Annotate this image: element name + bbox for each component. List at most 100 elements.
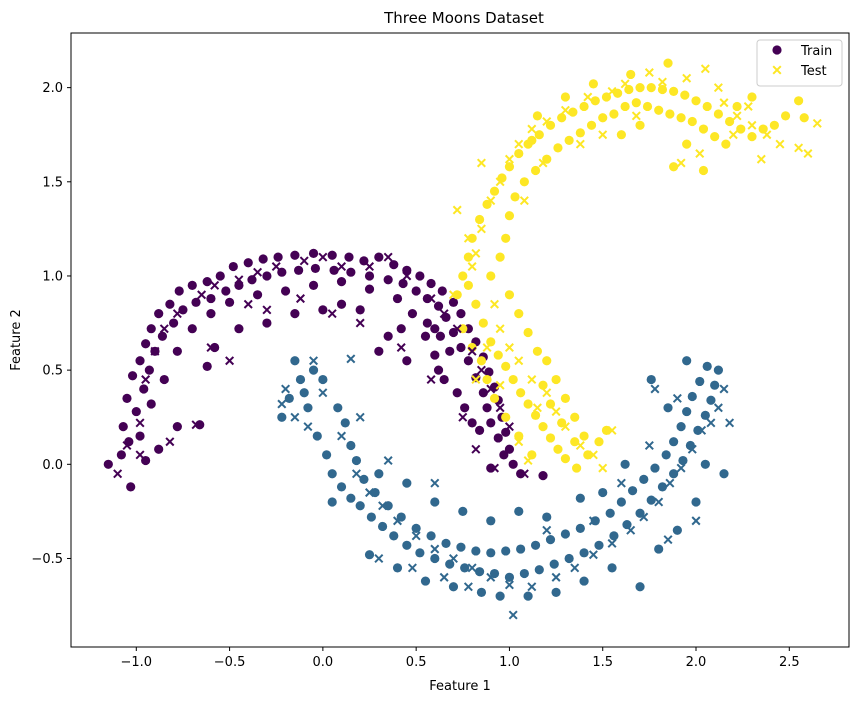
test-point <box>706 418 716 428</box>
test-point <box>756 154 766 164</box>
train-point <box>471 546 481 556</box>
train-point <box>290 356 300 366</box>
test-point <box>271 262 281 272</box>
test-point <box>471 375 481 385</box>
train-point <box>346 267 356 277</box>
test-point <box>542 388 552 398</box>
train-point <box>706 395 716 405</box>
train-point <box>609 531 619 541</box>
train-point <box>736 124 746 134</box>
train-point <box>624 84 634 95</box>
test-point <box>644 68 654 78</box>
test-point <box>243 299 253 309</box>
test-point <box>514 437 524 447</box>
test-point <box>378 501 388 511</box>
test-point <box>588 516 598 526</box>
test-point <box>206 343 216 353</box>
train-point <box>682 356 692 366</box>
train-point <box>579 101 589 112</box>
test-point <box>504 343 514 353</box>
train-point <box>620 101 630 112</box>
y-tick-label: 0.5 <box>42 364 63 379</box>
train-point <box>435 331 446 341</box>
test-point <box>476 365 486 375</box>
test-point <box>700 64 710 74</box>
train-point <box>501 412 511 422</box>
test-point <box>697 425 707 435</box>
train-point <box>799 113 809 123</box>
train-point <box>579 576 589 586</box>
test-point <box>448 553 458 563</box>
test-point <box>374 553 384 563</box>
test-point <box>402 271 412 281</box>
train-point <box>598 113 608 123</box>
test-point <box>113 469 123 479</box>
train-point <box>456 542 466 552</box>
test-point <box>570 563 580 573</box>
test-point <box>172 309 182 319</box>
y-tick-label: 0.0 <box>42 458 63 473</box>
test-point <box>426 294 436 304</box>
train-point <box>620 459 630 469</box>
test-point <box>747 120 757 130</box>
train-point <box>626 69 636 80</box>
train-point <box>284 393 294 403</box>
train-point <box>202 277 212 287</box>
train-point <box>627 486 638 496</box>
test-point <box>365 262 375 272</box>
train-point <box>698 124 709 134</box>
train-point <box>389 260 399 270</box>
test-point <box>159 324 169 334</box>
train-point <box>135 356 145 366</box>
train-point <box>560 454 571 464</box>
test-point <box>490 299 500 309</box>
test-point <box>725 418 735 428</box>
test-point <box>482 343 492 353</box>
y-tick-label: 1.0 <box>42 269 63 284</box>
train-point <box>460 403 470 413</box>
test-point <box>467 262 477 272</box>
train-point <box>669 162 679 172</box>
train-point <box>482 403 492 413</box>
train-point <box>294 265 304 275</box>
test-point <box>508 610 518 620</box>
train-point <box>290 309 300 319</box>
train-point <box>336 299 347 309</box>
train-point <box>420 576 431 586</box>
train-point <box>572 463 582 473</box>
train-point <box>564 135 574 145</box>
test-point <box>650 384 660 394</box>
chart-title: Three Moons Dataset <box>383 9 544 27</box>
train-point <box>430 553 440 564</box>
test-point <box>396 343 406 353</box>
train-point <box>663 58 673 68</box>
train-point <box>504 162 515 172</box>
test-point <box>407 563 417 573</box>
train-point <box>215 271 225 281</box>
train-point <box>430 324 440 334</box>
train-point <box>478 388 488 398</box>
train-point <box>504 444 515 454</box>
train-point <box>575 523 585 533</box>
train-point <box>422 318 432 328</box>
train-point <box>478 318 488 328</box>
train-point <box>407 309 418 319</box>
train-point <box>146 399 156 409</box>
test-point <box>616 478 626 488</box>
test-point <box>519 469 529 479</box>
test-point <box>439 572 449 582</box>
train-point <box>482 374 492 385</box>
train-point <box>374 346 384 356</box>
train-point <box>646 374 656 385</box>
test-point <box>458 412 468 422</box>
train-point <box>374 252 384 262</box>
train-point <box>415 548 425 558</box>
train-point <box>174 286 184 296</box>
test-point <box>527 582 537 592</box>
test-point <box>523 456 533 466</box>
test-point <box>463 233 473 243</box>
x-tick-label: −0.5 <box>214 655 246 670</box>
test-point <box>803 149 813 159</box>
test-point <box>337 431 347 441</box>
